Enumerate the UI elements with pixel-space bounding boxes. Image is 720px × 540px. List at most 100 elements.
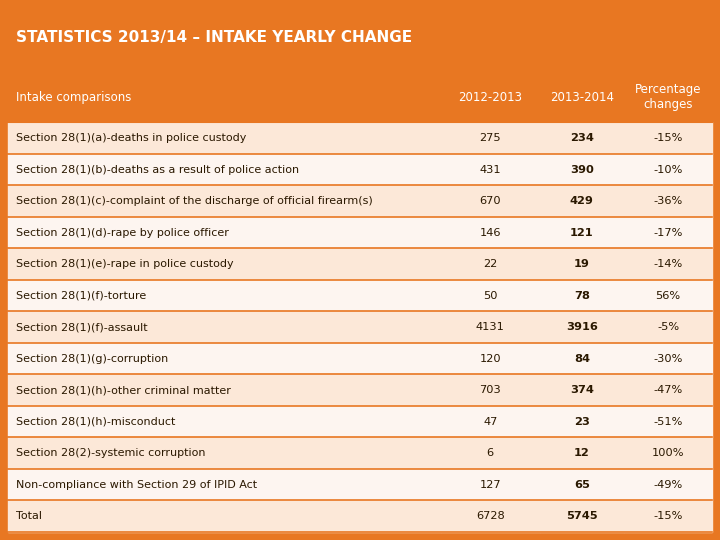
Text: 78: 78 bbox=[574, 291, 590, 301]
Bar bbox=[539, 72, 624, 123]
Bar bbox=[8, 72, 441, 123]
Text: Section 28(1)(d)-rape by police officer: Section 28(1)(d)-rape by police officer bbox=[17, 228, 230, 238]
Text: Section 28(1)(f)-torture: Section 28(1)(f)-torture bbox=[17, 291, 147, 301]
Text: 120: 120 bbox=[480, 354, 501, 364]
Bar bbox=[8, 217, 441, 248]
Text: 23: 23 bbox=[574, 417, 590, 427]
Text: 22: 22 bbox=[483, 259, 498, 269]
Text: 146: 146 bbox=[480, 228, 501, 238]
Text: STATISTICS 2013/14 – INTAKE YEARLY CHANGE: STATISTICS 2013/14 – INTAKE YEARLY CHANG… bbox=[17, 30, 413, 45]
Bar bbox=[624, 437, 712, 469]
Bar bbox=[8, 437, 441, 469]
Text: -36%: -36% bbox=[653, 196, 683, 206]
Text: -15%: -15% bbox=[653, 133, 683, 143]
Bar bbox=[441, 501, 539, 532]
Bar bbox=[624, 72, 712, 123]
Bar bbox=[8, 312, 441, 343]
Bar bbox=[441, 343, 539, 374]
Text: Section 28(1)(h)-other criminal matter: Section 28(1)(h)-other criminal matter bbox=[17, 385, 231, 395]
Bar bbox=[8, 154, 441, 185]
Text: Section 28(1)(c)-complaint of the discharge of official firearm(s): Section 28(1)(c)-complaint of the discha… bbox=[17, 196, 373, 206]
Text: -14%: -14% bbox=[653, 259, 683, 269]
Bar bbox=[624, 312, 712, 343]
Bar bbox=[8, 185, 441, 217]
Bar bbox=[441, 185, 539, 217]
Bar bbox=[441, 154, 539, 185]
Text: 84: 84 bbox=[574, 354, 590, 364]
Text: 2012-2013: 2012-2013 bbox=[458, 91, 522, 104]
Bar bbox=[539, 312, 624, 343]
Bar bbox=[624, 123, 712, 154]
Bar bbox=[624, 374, 712, 406]
Bar bbox=[8, 501, 441, 532]
Text: -10%: -10% bbox=[653, 165, 683, 174]
Bar bbox=[8, 248, 441, 280]
Text: -47%: -47% bbox=[653, 385, 683, 395]
Bar bbox=[441, 406, 539, 437]
Text: 374: 374 bbox=[570, 385, 594, 395]
Text: 12: 12 bbox=[574, 448, 590, 458]
Bar bbox=[624, 217, 712, 248]
Bar bbox=[8, 406, 441, 437]
Bar bbox=[441, 123, 539, 154]
Bar bbox=[8, 343, 441, 374]
Bar bbox=[624, 501, 712, 532]
Text: 275: 275 bbox=[480, 133, 501, 143]
Text: -51%: -51% bbox=[653, 417, 683, 427]
Bar bbox=[539, 437, 624, 469]
Bar bbox=[539, 280, 624, 312]
Bar bbox=[441, 469, 539, 501]
Text: 50: 50 bbox=[483, 291, 498, 301]
Bar bbox=[624, 248, 712, 280]
Text: -5%: -5% bbox=[657, 322, 679, 332]
Text: Intake comparisons: Intake comparisons bbox=[17, 91, 132, 104]
Text: Section 28(1)(h)-misconduct: Section 28(1)(h)-misconduct bbox=[17, 417, 176, 427]
Bar bbox=[539, 501, 624, 532]
Bar bbox=[539, 469, 624, 501]
Text: Section 28(1)(a)-deaths in police custody: Section 28(1)(a)-deaths in police custod… bbox=[17, 133, 247, 143]
Text: 670: 670 bbox=[480, 196, 501, 206]
Text: 431: 431 bbox=[480, 165, 501, 174]
Text: -30%: -30% bbox=[653, 354, 683, 364]
Text: 6728: 6728 bbox=[476, 511, 505, 521]
Text: Non-compliance with Section 29 of IPID Act: Non-compliance with Section 29 of IPID A… bbox=[17, 480, 258, 490]
Text: Percentage
changes: Percentage changes bbox=[635, 83, 701, 111]
Text: 6: 6 bbox=[487, 448, 494, 458]
Bar bbox=[8, 123, 441, 154]
Text: 100%: 100% bbox=[652, 448, 684, 458]
Bar bbox=[441, 312, 539, 343]
Text: 390: 390 bbox=[570, 165, 594, 174]
Text: 703: 703 bbox=[480, 385, 501, 395]
Bar bbox=[8, 280, 441, 312]
Bar bbox=[539, 248, 624, 280]
Bar bbox=[539, 154, 624, 185]
Text: 65: 65 bbox=[574, 480, 590, 490]
Text: 19: 19 bbox=[574, 259, 590, 269]
Bar bbox=[441, 217, 539, 248]
Text: Section 28(2)-systemic corruption: Section 28(2)-systemic corruption bbox=[17, 448, 206, 458]
Bar bbox=[441, 437, 539, 469]
Bar bbox=[539, 217, 624, 248]
Text: Total: Total bbox=[17, 511, 42, 521]
Text: Section 28(1)(e)-rape in police custody: Section 28(1)(e)-rape in police custody bbox=[17, 259, 234, 269]
Bar bbox=[539, 406, 624, 437]
Text: 127: 127 bbox=[480, 480, 501, 490]
Bar bbox=[441, 248, 539, 280]
Text: -17%: -17% bbox=[653, 228, 683, 238]
Bar bbox=[8, 469, 441, 501]
Bar bbox=[624, 343, 712, 374]
Text: Section 28(1)(b)-deaths as a result of police action: Section 28(1)(b)-deaths as a result of p… bbox=[17, 165, 300, 174]
Bar bbox=[441, 374, 539, 406]
Text: 234: 234 bbox=[570, 133, 594, 143]
Bar bbox=[539, 123, 624, 154]
Text: 5745: 5745 bbox=[566, 511, 598, 521]
Bar bbox=[539, 185, 624, 217]
Text: -49%: -49% bbox=[653, 480, 683, 490]
Bar bbox=[624, 280, 712, 312]
Text: 4131: 4131 bbox=[476, 322, 505, 332]
Text: Section 28(1)(g)-corruption: Section 28(1)(g)-corruption bbox=[17, 354, 168, 364]
Text: -15%: -15% bbox=[653, 511, 683, 521]
Bar bbox=[624, 469, 712, 501]
Text: 2013-2014: 2013-2014 bbox=[550, 91, 613, 104]
Bar bbox=[624, 406, 712, 437]
